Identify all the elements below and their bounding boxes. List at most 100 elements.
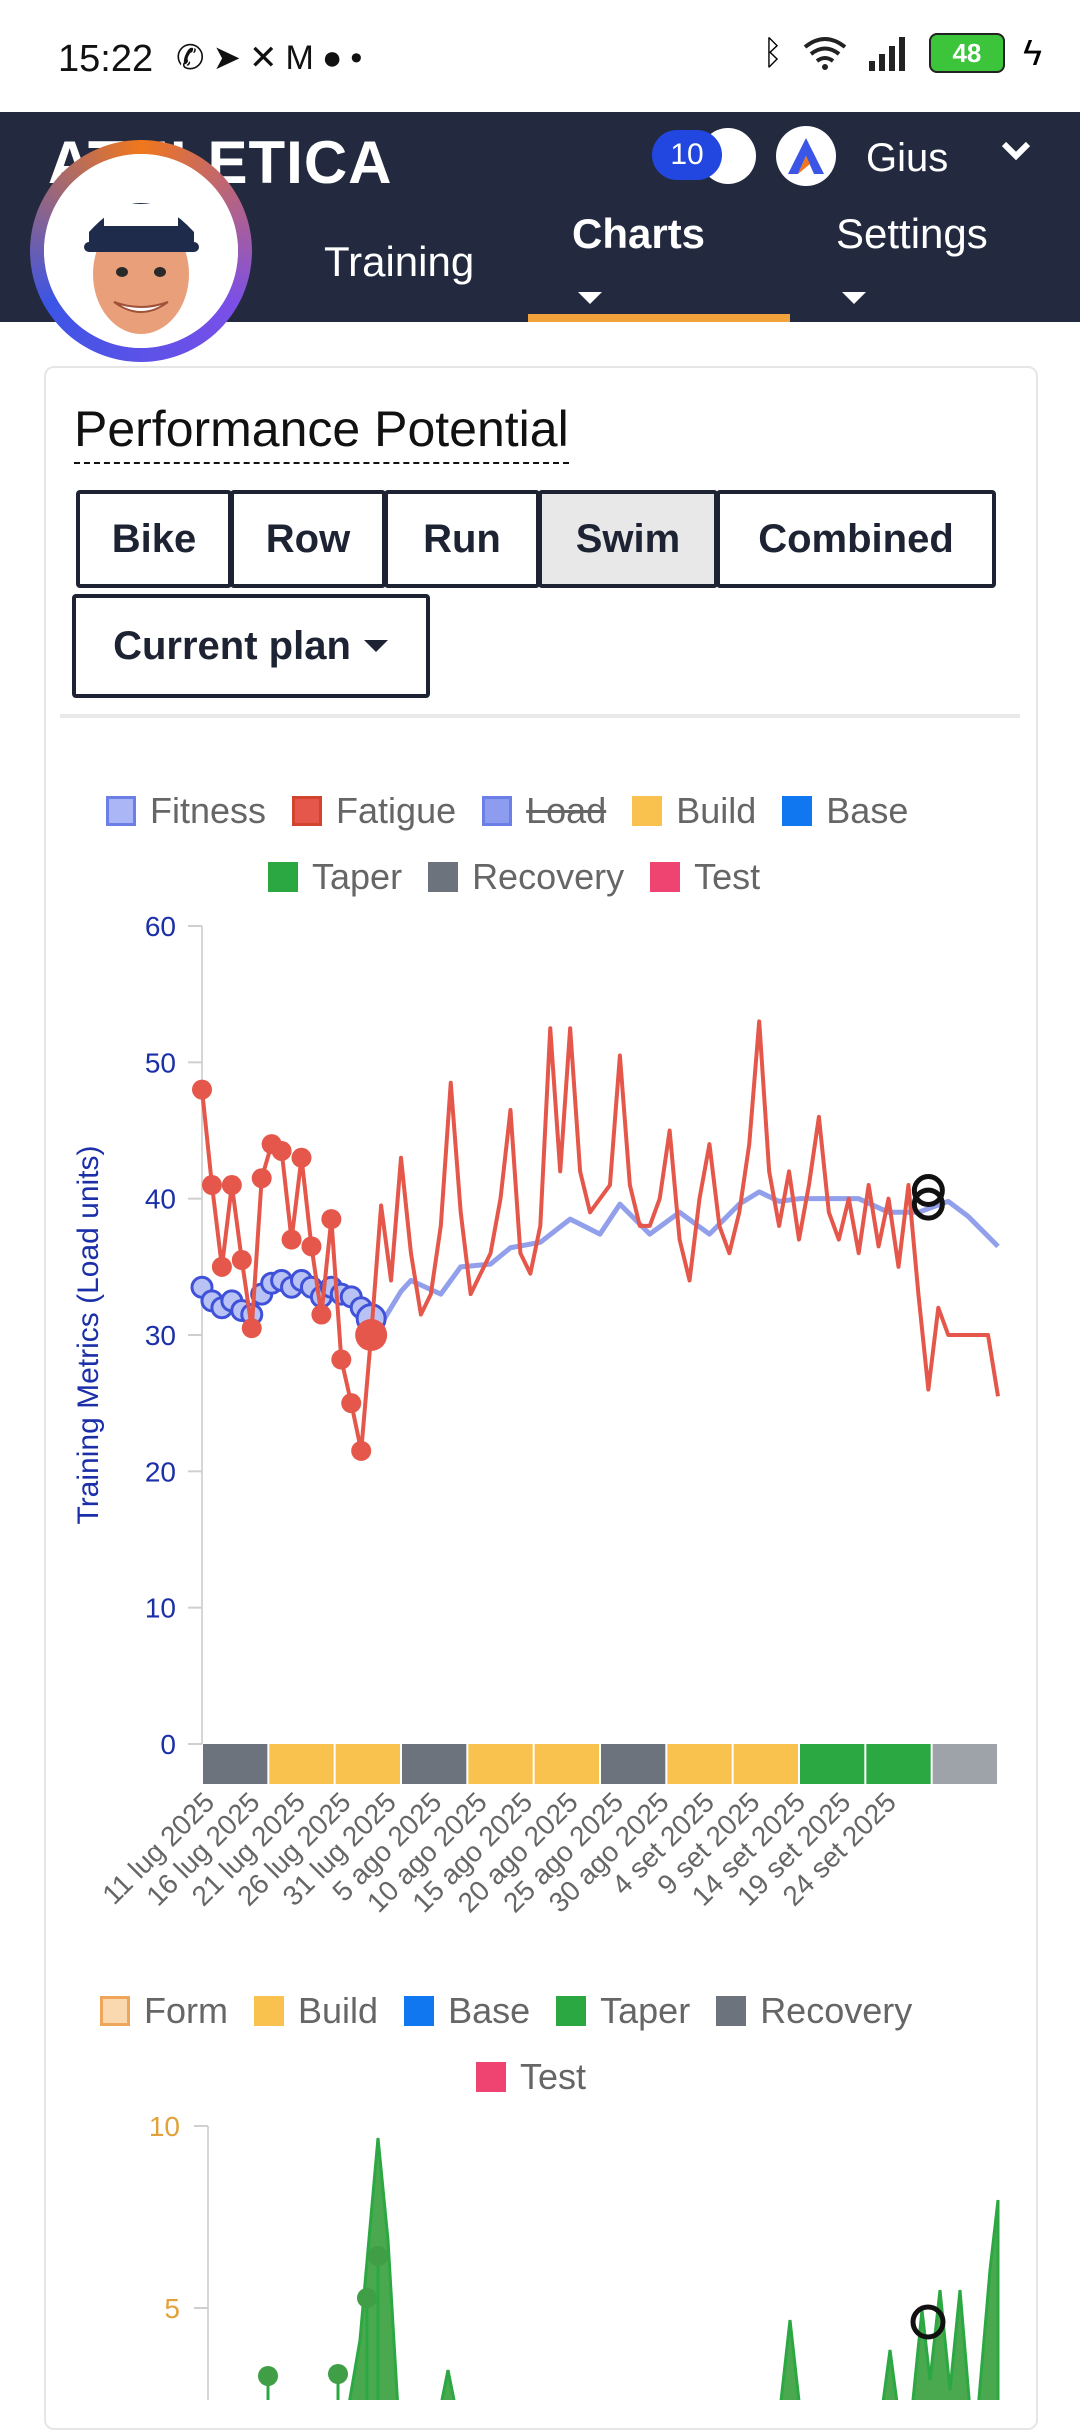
legend2-swatch-recovery [716, 1996, 747, 2026]
form-area-late [977, 2199, 1000, 2400]
phase-block-build [335, 1744, 400, 1784]
athletica-icon[interactable] [776, 126, 836, 186]
dot-icon: • [350, 39, 371, 77]
telegram-icon: ➤ [212, 39, 249, 77]
sport-button-combined[interactable]: Combined [716, 490, 996, 588]
legend-label-taper[interactable]: Taper [312, 856, 403, 897]
legend-label-test[interactable]: Test [694, 856, 761, 897]
status-right: ᛒ 48 ϟ [763, 32, 1042, 74]
legend-swatch-test [650, 862, 681, 892]
caret-down-icon [363, 640, 388, 652]
legend-swatch-fatigue [292, 796, 323, 826]
form-area-small [440, 2369, 456, 2400]
legend2-label-recovery[interactable]: Recovery [760, 1990, 913, 2031]
data-point-fatigue [211, 1256, 232, 1277]
missed-call-icon: ✕ [249, 39, 286, 77]
sport-button-run[interactable]: Run [384, 490, 540, 588]
legend-label-load[interactable]: Load [526, 790, 607, 831]
phase-block-build [667, 1744, 732, 1784]
data-point-fatigue [355, 1319, 388, 1351]
legend-label-base[interactable]: Base [826, 790, 909, 831]
legend2-label-taper[interactable]: Taper [600, 1990, 691, 2031]
battery-indicator: 48 [928, 33, 1005, 73]
data-point-fatigue [321, 1209, 342, 1230]
form-area-peak [348, 2137, 399, 2400]
data-point-fatigue [231, 1250, 252, 1271]
hover-marker [911, 1187, 945, 1221]
data-point-fatigue [331, 1349, 352, 1370]
y-tick-label: 0 [160, 1729, 176, 1760]
status-time: 15:22 [58, 38, 154, 80]
whatsapp-icon: ✆ [176, 39, 213, 77]
hover-marker [911, 1173, 945, 1207]
series-line-fatigue [200, 1019, 1000, 1453]
legend-swatch-base [782, 796, 813, 826]
legend2-swatch-test [476, 2062, 506, 2092]
legend-label-build[interactable]: Build [676, 790, 757, 831]
plan-dropdown-label: Current plan [113, 623, 351, 668]
app-icon: ● [321, 39, 351, 77]
tab-settings[interactable]: Settings [836, 210, 988, 257]
y-tick-label: 50 [145, 1047, 176, 1078]
legend2-swatch-base [404, 1996, 435, 2026]
charging-icon: ϟ [1022, 32, 1042, 73]
notification-icons: ✆➤✕M●• [176, 38, 370, 78]
data-point-fatigue [291, 1147, 312, 1168]
legend2-label-test[interactable]: Test [520, 2056, 587, 2097]
phase-block-recovery [203, 1744, 268, 1784]
legend-label-fitness[interactable]: Fitness [150, 790, 267, 831]
y-tick-label-2: 10 [149, 2111, 180, 2142]
data-point-form [357, 2288, 377, 2308]
y-tick-label: 10 [145, 1593, 176, 1624]
sport-button-bike[interactable]: Bike [76, 490, 232, 588]
tab-charts[interactable]: Charts [572, 210, 706, 257]
chart1-legend-row2: Taper Recovery Test [268, 856, 760, 898]
data-point-fatigue [241, 1318, 262, 1339]
data-point-fatigue [311, 1304, 332, 1325]
performance-card [44, 366, 1038, 2430]
data-point-fatigue [251, 1168, 272, 1189]
legend2-swatch-form [100, 1996, 130, 2026]
legend2-label-base[interactable]: Base [448, 1990, 531, 2031]
phase-block-recovery [932, 1744, 997, 1784]
signal-icon [868, 37, 905, 71]
legend2-label-build[interactable]: Build [298, 1990, 379, 2031]
y-tick-label: 60 [145, 911, 176, 942]
data-point-form [328, 2364, 348, 2384]
data-point-fatigue [201, 1175, 222, 1196]
sport-button-swim[interactable]: Swim [538, 490, 718, 588]
legend-label-recovery[interactable]: Recovery [472, 856, 625, 897]
phase-block-build [733, 1744, 798, 1784]
y-tick-label-2: 5 [164, 2293, 180, 2324]
data-point-fatigue [221, 1175, 242, 1196]
notification-badge[interactable]: 10 [652, 130, 722, 180]
user-name[interactable]: Gius [866, 136, 949, 180]
performance-chart[interactable]: 60 50 40 30 20 10 0 Training Metrics (Load unit… [0, 900, 1080, 1920]
chart2-legend: Form Build Base Taper Recovery [100, 1990, 912, 2032]
chart2-legend-row2: Test [476, 2056, 586, 2098]
y-tick-label: 40 [145, 1184, 176, 1215]
y-axis-label: Training Metrics (Load units) [72, 1145, 105, 1524]
wifi-icon [803, 37, 847, 70]
phase-block-taper [866, 1744, 931, 1784]
plan-dropdown[interactable]: Current plan [72, 594, 430, 698]
chevron-down-icon[interactable] [996, 130, 1036, 180]
legend2-label-form[interactable]: Form [144, 1990, 228, 2031]
legend-swatch-build [632, 796, 663, 826]
data-point-fatigue [192, 1079, 212, 1100]
tab-training[interactable]: Training [324, 238, 475, 285]
legend-label-fatigue[interactable]: Fatigue [336, 790, 457, 831]
phase-block-taper [800, 1744, 865, 1784]
legend-swatch-fitness [106, 796, 136, 826]
data-point-fatigue [351, 1440, 372, 1461]
phase-block-build [269, 1744, 334, 1784]
y-tick-label: 20 [145, 1456, 176, 1487]
form-chart[interactable]: 10 5 [0, 2090, 1080, 2400]
status-bar: 15:22 ✆➤✕M●• ᛒ 48 ϟ [0, 0, 1080, 112]
legend-swatch-recovery [428, 862, 459, 892]
active-tab-indicator [528, 314, 790, 322]
sport-button-row[interactable]: Row [230, 490, 386, 588]
gmail-icon: M [285, 39, 322, 77]
avatar[interactable] [30, 140, 252, 362]
page-title: Performance Potential [74, 400, 569, 464]
